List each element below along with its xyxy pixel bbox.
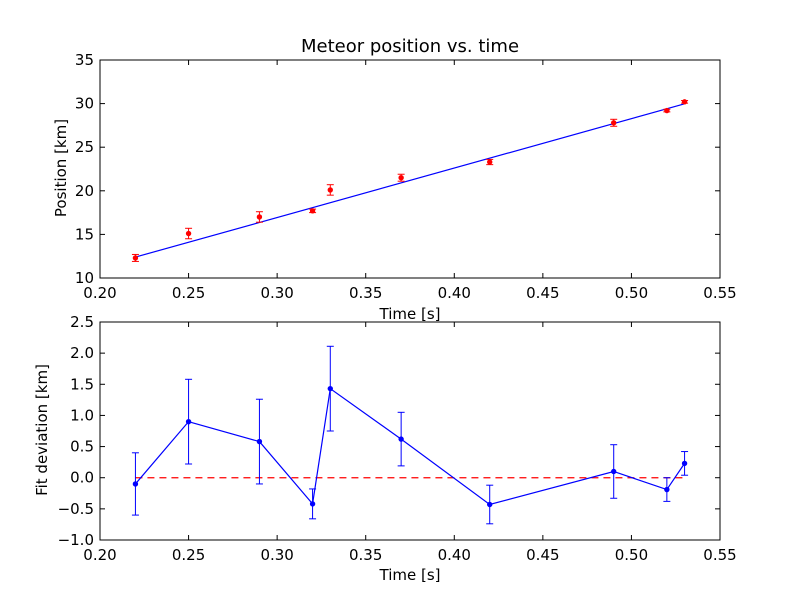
deviation-plot-area [131,345,689,525]
data-point [185,230,192,237]
position-y-axis-label: Position [km] [52,119,70,217]
y-tick-label: 10 [75,269,94,287]
y-tick-label: 2.0 [70,344,94,362]
y-tick-label: 25 [75,138,94,156]
x-tick-label: 0.20 [83,546,116,564]
deviation-point [309,501,316,507]
position-x-axis-label: Time [s] [379,305,441,323]
deviation-point [398,436,404,442]
y-tick-label: 1.5 [70,375,94,393]
data-point [398,175,404,181]
x-tick-label: 0.30 [260,284,293,302]
deviation-panel: 0.20 0.25 0.30 0.35 0.40 0.45 0.50 0.55 −1.0 −0.5… [33,313,737,584]
data-point [132,255,139,261]
x-tick-label: 0.45 [526,546,559,564]
data-point [309,208,316,214]
y-tick-label: −0.5 [58,500,94,518]
deviation-series-line [134,387,686,506]
position-plot-area [131,99,689,262]
data-point [664,107,670,114]
fit-line [135,103,685,258]
x-tick-label: 0.20 [83,284,116,302]
position-panel: Meteor position vs. time 0.20 0.25 0.30 0.3… [52,36,737,323]
x-tick-label: 0.45 [526,284,559,302]
data-point [256,214,263,220]
x-tick-label: 0.50 [615,546,648,564]
y-tick-label: 35 [75,51,94,69]
data-point [327,187,333,193]
deviation-point [611,468,617,475]
deviation-point [487,501,493,508]
data-point [681,99,688,105]
x-tick-label: 0.55 [703,546,736,564]
y-tick-label: 15 [75,225,94,243]
data-point [487,159,493,165]
deviation-y-axis-label: Fit deviation [km] [33,364,51,496]
deviation-point [327,385,333,392]
deviation-point [256,438,263,445]
deviation-point [664,486,670,493]
x-tick-label: 0.50 [615,284,648,302]
y-tick-label: 0.0 [70,469,94,487]
position-plot-frame [99,59,721,279]
deviation-point [132,481,139,487]
x-tick-label: 0.55 [703,284,736,302]
x-tick-label: 0.25 [172,546,205,564]
y-tick-label: 30 [75,95,94,113]
y-tick-label: 1.0 [70,406,94,424]
x-tick-label: 0.40 [438,284,471,302]
x-tick-label: 0.40 [438,546,471,564]
position-ticks: 0.20 0.25 0.30 0.35 0.40 0.45 0.50 0.55 10 15 20 25… [75,51,737,302]
y-tick-label: −1.0 [58,531,94,549]
x-tick-label: 0.35 [349,546,382,564]
deviation-x-axis-label: Time [s] [379,566,441,584]
deviation-point [681,460,688,467]
data-point [611,120,617,126]
x-tick-label: 0.30 [260,546,293,564]
deviation-plot-frame [99,321,721,541]
y-tick-label: 20 [75,182,94,200]
x-tick-label: 0.25 [172,284,205,302]
y-tick-label: 0.5 [70,438,94,456]
y-tick-label: 2.5 [70,313,94,331]
deviation-point [185,418,192,425]
deviation-ticks: 0.20 0.25 0.30 0.35 0.40 0.45 0.50 0.55 −1.0 −0.5… [58,313,737,564]
chart-title: Meteor position vs. time [301,36,519,57]
x-tick-label: 0.35 [349,284,382,302]
